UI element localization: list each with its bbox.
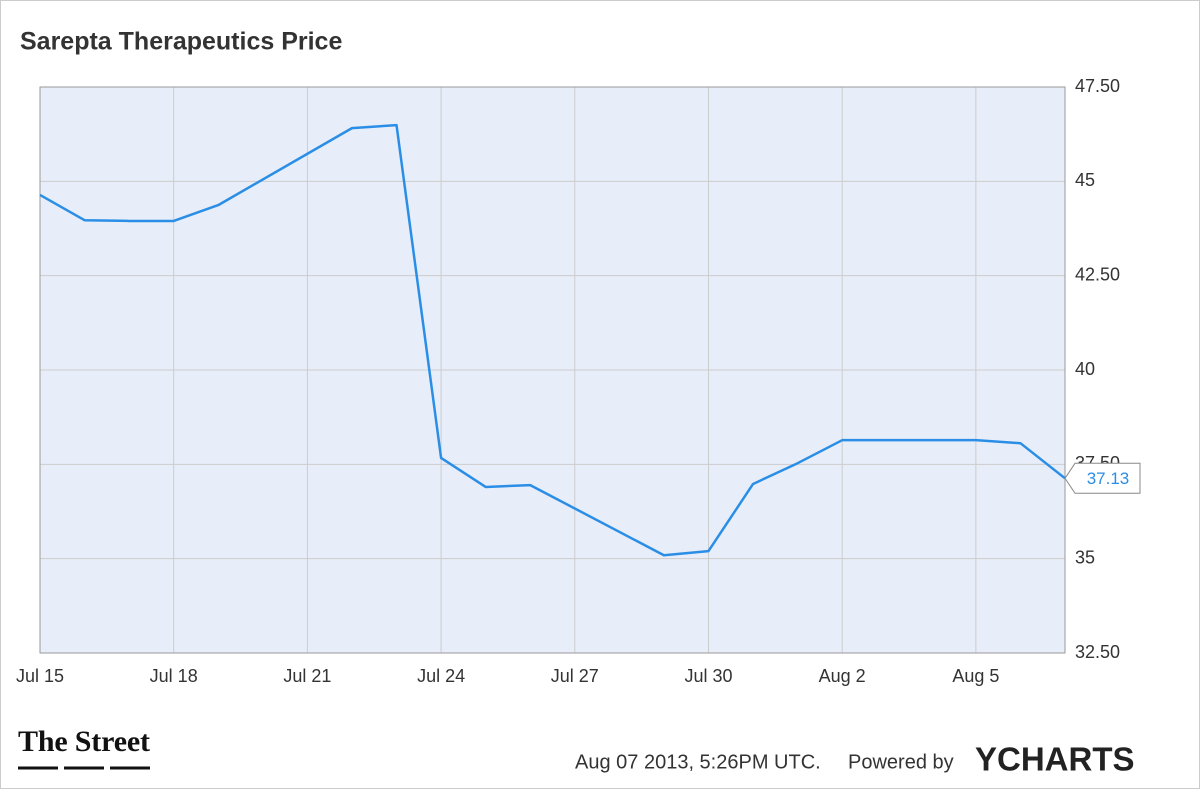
x-tick-label: Jul 15 (16, 666, 64, 686)
x-tick-label: Jul 27 (551, 666, 599, 686)
y-tick-label: 45 (1075, 170, 1095, 190)
y-tick-label: 32.50 (1075, 642, 1120, 662)
plot-border (39, 86, 1066, 654)
y-tick-label: 42.50 (1075, 264, 1120, 284)
y-tick-label: 47.50 (1075, 76, 1120, 96)
timestamp: Aug 07 2013, 5:26PM UTC. (575, 751, 821, 773)
logo: The Street (18, 725, 150, 758)
price-line (39, 123, 1066, 557)
x-tick-label: Jul 18 (150, 666, 198, 686)
x-tick-label: Jul 24 (417, 666, 465, 686)
y-tick-label: 35 (1075, 547, 1095, 567)
x-tick-label: Aug 2 (819, 666, 866, 686)
brand: YCHARTS (975, 741, 1135, 778)
y-tick-label: 40 (1075, 359, 1095, 379)
last-value-label: 37.13 (1087, 469, 1130, 488)
x-tick-label: Aug 5 (952, 666, 999, 686)
last-value-box (1064, 462, 1141, 494)
chart-title: Sarepta Therapeutics Price (20, 28, 342, 56)
x-tick-label: Jul 21 (283, 666, 331, 686)
x-tick-label: Jul 30 (684, 666, 732, 686)
powered-by: Powered by (848, 751, 954, 773)
